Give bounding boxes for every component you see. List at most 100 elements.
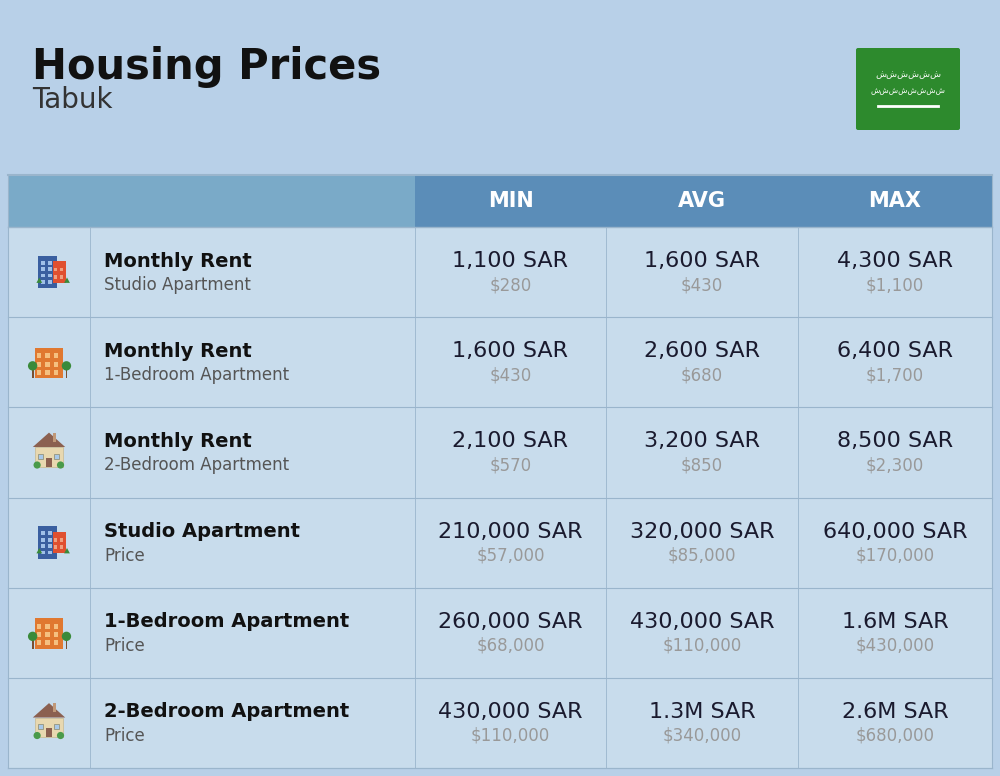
- Bar: [54, 539, 57, 542]
- Bar: [41, 545, 45, 548]
- Bar: [38, 256, 57, 288]
- Bar: [48, 268, 52, 271]
- Bar: [45, 632, 50, 637]
- Text: 3,200 SAR: 3,200 SAR: [644, 431, 760, 452]
- Bar: [90, 407, 415, 497]
- Text: 1-Bedroom Apartment: 1-Bedroom Apartment: [104, 612, 349, 631]
- Bar: [415, 677, 606, 768]
- Bar: [38, 454, 43, 459]
- Bar: [53, 532, 66, 553]
- Bar: [46, 458, 52, 467]
- Bar: [37, 624, 41, 629]
- Text: 6,400 SAR: 6,400 SAR: [837, 341, 953, 362]
- Polygon shape: [64, 548, 70, 553]
- Polygon shape: [64, 278, 70, 283]
- Text: 1-Bedroom Apartment: 1-Bedroom Apartment: [104, 366, 289, 384]
- Bar: [54, 546, 57, 549]
- Bar: [606, 175, 798, 227]
- Bar: [8, 317, 90, 407]
- Bar: [38, 724, 43, 729]
- Bar: [32, 369, 34, 379]
- Bar: [415, 175, 606, 227]
- Text: 1,600 SAR: 1,600 SAR: [452, 341, 568, 362]
- Text: 210,000 SAR: 210,000 SAR: [438, 521, 583, 542]
- Bar: [60, 275, 63, 279]
- Bar: [798, 587, 992, 677]
- Circle shape: [57, 732, 64, 739]
- Circle shape: [34, 462, 41, 469]
- Bar: [8, 497, 90, 587]
- Polygon shape: [33, 703, 65, 718]
- Bar: [54, 370, 58, 375]
- Text: MIN: MIN: [488, 191, 533, 211]
- Text: $680,000: $680,000: [856, 727, 934, 745]
- Text: $2,300: $2,300: [866, 456, 924, 474]
- Bar: [41, 538, 45, 542]
- Bar: [8, 227, 90, 317]
- Text: 1,100 SAR: 1,100 SAR: [452, 251, 568, 271]
- Bar: [54, 268, 57, 272]
- Bar: [35, 348, 63, 379]
- Text: $850: $850: [681, 456, 723, 474]
- Bar: [798, 227, 992, 317]
- Bar: [41, 551, 45, 555]
- Bar: [798, 175, 992, 227]
- Text: Housing Prices: Housing Prices: [32, 46, 381, 88]
- Text: 1,600 SAR: 1,600 SAR: [644, 251, 760, 271]
- Text: $68,000: $68,000: [476, 637, 545, 655]
- Text: $110,000: $110,000: [662, 637, 742, 655]
- Bar: [415, 587, 606, 677]
- Text: AVG: AVG: [678, 191, 726, 211]
- Bar: [54, 353, 58, 359]
- Bar: [8, 407, 90, 497]
- Text: $570: $570: [489, 456, 532, 474]
- Bar: [60, 546, 63, 549]
- Bar: [54, 362, 58, 366]
- Text: $430: $430: [681, 276, 723, 294]
- Text: $1,700: $1,700: [866, 366, 924, 384]
- Bar: [41, 532, 45, 535]
- Text: 1.6M SAR: 1.6M SAR: [842, 611, 948, 632]
- Bar: [46, 729, 52, 737]
- Bar: [798, 677, 992, 768]
- Bar: [60, 539, 63, 542]
- Text: Tabuk: Tabuk: [32, 86, 112, 114]
- Bar: [415, 227, 606, 317]
- Bar: [54, 640, 58, 646]
- Bar: [45, 640, 50, 646]
- Text: 2.6M SAR: 2.6M SAR: [842, 702, 948, 722]
- Bar: [60, 268, 63, 272]
- Bar: [48, 280, 52, 284]
- Text: $110,000: $110,000: [471, 727, 550, 745]
- Text: 8,500 SAR: 8,500 SAR: [837, 431, 953, 452]
- Bar: [35, 718, 63, 737]
- Bar: [37, 632, 41, 637]
- Text: Studio Apartment: Studio Apartment: [104, 522, 300, 541]
- Bar: [8, 677, 90, 768]
- Bar: [48, 532, 52, 535]
- Text: Price: Price: [104, 727, 145, 745]
- Bar: [48, 274, 52, 278]
- Polygon shape: [36, 548, 42, 553]
- Bar: [415, 407, 606, 497]
- Text: 4,300 SAR: 4,300 SAR: [837, 251, 953, 271]
- Bar: [37, 640, 41, 646]
- Bar: [41, 280, 45, 284]
- Bar: [90, 317, 415, 407]
- Bar: [606, 677, 798, 768]
- Bar: [90, 175, 415, 227]
- Bar: [37, 362, 41, 366]
- Bar: [38, 526, 57, 559]
- Bar: [48, 551, 52, 555]
- Bar: [54, 454, 59, 459]
- Bar: [54, 724, 59, 729]
- Circle shape: [28, 361, 37, 370]
- Bar: [54, 624, 58, 629]
- Bar: [32, 640, 34, 649]
- Bar: [41, 274, 45, 278]
- Text: Monthly Rent: Monthly Rent: [104, 251, 252, 271]
- Bar: [90, 227, 415, 317]
- Bar: [48, 261, 52, 265]
- Bar: [415, 317, 606, 407]
- Circle shape: [34, 732, 41, 739]
